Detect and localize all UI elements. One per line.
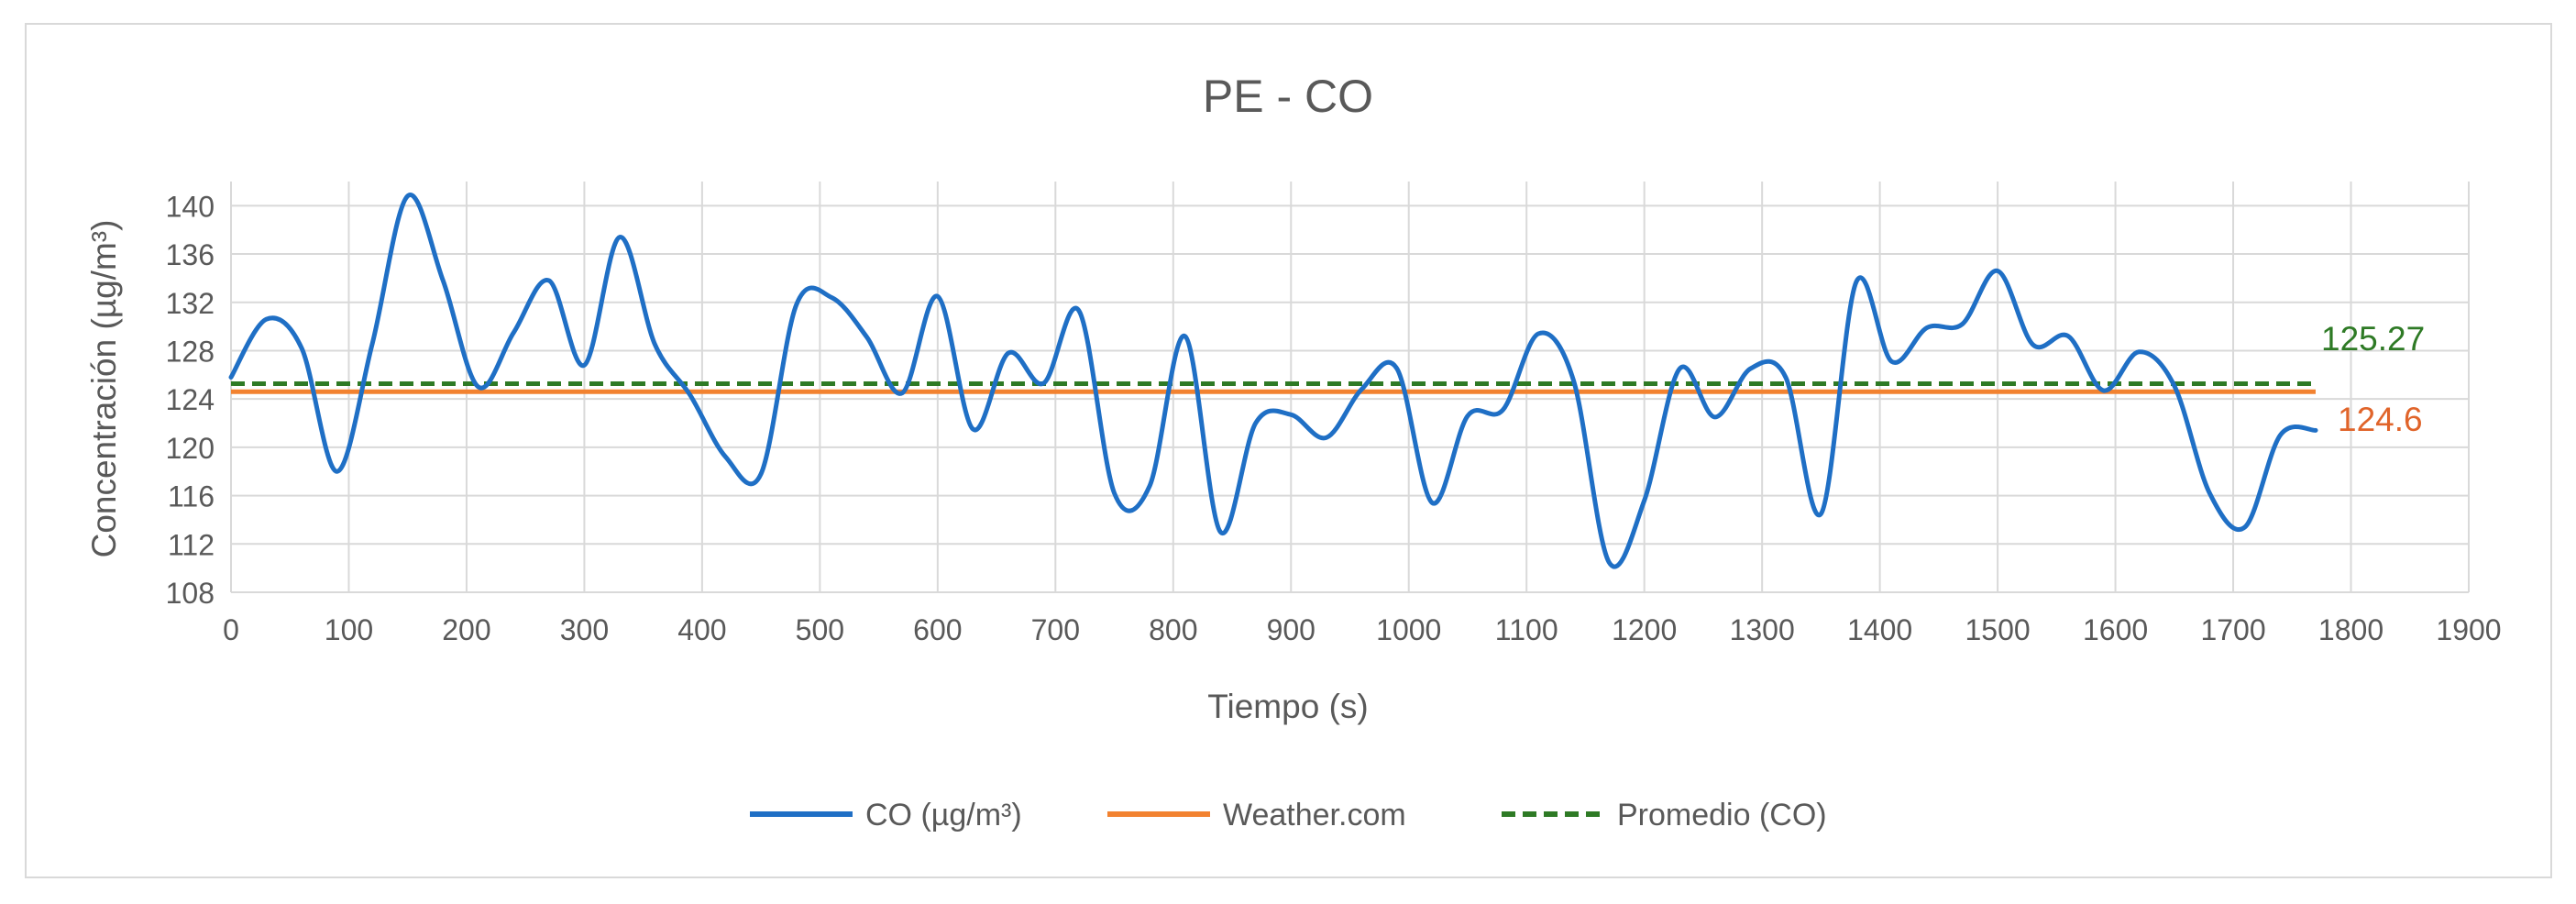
x-tick-label: 400	[677, 613, 726, 646]
legend: CO (µg/m³) Weather.com Promedio (CO)	[750, 798, 1827, 832]
x-gridlines	[230, 182, 2470, 592]
chart-border	[25, 23, 2552, 878]
x-tick-label: 600	[913, 613, 962, 646]
legend-label-weather: Weather.com	[1223, 798, 1406, 832]
y-tick-label: 124	[166, 383, 215, 416]
y-tick-label: 116	[168, 480, 215, 513]
x-axis-title: Tiempo (s)	[1207, 688, 1368, 725]
data-label-promedio: 125.27	[2321, 320, 2425, 358]
y-tick-label: 128	[166, 335, 215, 368]
x-tick-label: 200	[442, 613, 490, 646]
y-axis-title: Concentración (µg/m³)	[85, 220, 123, 558]
x-tick-label: 900	[1267, 613, 1316, 646]
x-tick-label: 1700	[2200, 613, 2265, 646]
legend-label-promedio: Promedio (CO)	[1617, 798, 1827, 832]
x-tick-label: 800	[1149, 613, 1197, 646]
x-tick-label: 1600	[2083, 613, 2148, 646]
x-tick-label: 1400	[1847, 613, 1912, 646]
chart-title: PE - CO	[1203, 71, 1373, 122]
data-label-weather: 124.6	[2338, 401, 2423, 438]
x-tick-label: 1200	[1612, 613, 1677, 646]
x-tick-label: 700	[1031, 613, 1080, 646]
legend-label-co: CO (µg/m³)	[865, 798, 1022, 832]
y-gridlines	[231, 204, 2469, 593]
series-layer	[228, 193, 2318, 569]
x-tick-labels: 0 100 200 300 400 500 600 700 800 900 1000 1100 1200…	[223, 613, 2501, 646]
x-tick-label: 100	[325, 613, 373, 646]
x-tick-label: 1300	[1730, 613, 1795, 646]
x-tick-label: 1000	[1376, 613, 1441, 646]
x-tick-label: 1800	[2318, 613, 2383, 646]
y-tick-label: 140	[166, 190, 215, 223]
y-tick-label: 112	[168, 528, 215, 561]
x-tick-label: 300	[560, 613, 609, 646]
y-tick-label: 108	[166, 577, 215, 610]
series-line-co	[228, 193, 2318, 569]
x-tick-label: 1100	[1495, 613, 1558, 646]
y-tick-label: 132	[166, 287, 215, 320]
y-tick-labels: 108 112 116 120 124 128 132 136 140	[166, 190, 215, 610]
x-tick-label: 0	[223, 613, 239, 646]
y-tick-label: 120	[166, 432, 215, 465]
x-tick-label: 1500	[1965, 613, 2031, 646]
x-tick-label: 1900	[2436, 613, 2501, 646]
y-tick-label: 136	[166, 238, 215, 271]
x-tick-label: 500	[796, 613, 844, 646]
